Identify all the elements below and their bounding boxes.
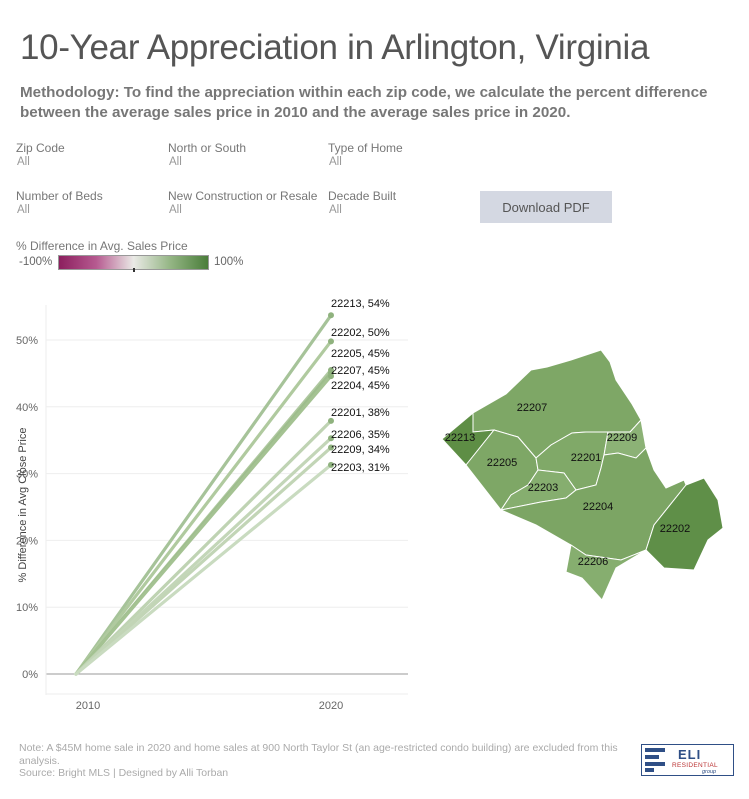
filter-type-of-home[interactable]: Type of Home All xyxy=(328,141,403,168)
zip-code-map: 22207 22213 22205 22201 22209 22203 22204 22202… xyxy=(441,350,724,601)
map-label-22213: 22213 xyxy=(445,432,476,444)
source-credit: Source: Bright MLS | Designed by Alli To… xyxy=(19,767,229,779)
slope-chart: 0% 10% 20% 30% 40% 50% 2010 2020 % Difference in… xyxy=(16,298,408,712)
page-title: 10-Year Appreciation in Arlington, Virgi… xyxy=(20,28,650,67)
filter-zip-code-label: Zip Code xyxy=(16,141,65,155)
footnote: Note: A $45M home sale in 2020 and home … xyxy=(19,742,618,767)
series-dot-22201 xyxy=(328,417,334,424)
y-tick-label: 50% xyxy=(16,335,38,347)
series-line-22202 xyxy=(74,339,333,676)
filter-type-of-home-value[interactable]: All xyxy=(329,156,342,168)
y-tick-label: 10% xyxy=(16,602,38,614)
series-label-22205: 22205, 45% xyxy=(331,348,390,360)
lines-layer xyxy=(74,312,334,676)
methodology-text: Methodology: To find the appreciation wi… xyxy=(20,84,708,121)
logo-mark-icon xyxy=(645,748,665,772)
filter-zip-code[interactable]: Zip Code All xyxy=(16,141,65,168)
filter-construction-label: New Construction or Resale xyxy=(168,189,318,203)
series-line-22213 xyxy=(74,313,333,676)
y-tick-label: 0% xyxy=(22,669,38,681)
filter-number-of-beds-label: Number of Beds xyxy=(16,189,103,203)
y-tick-label: 20% xyxy=(16,535,38,547)
series-label-22201: 22201, 38% xyxy=(331,407,390,419)
map-label-22205: 22205 xyxy=(487,457,518,469)
y-tick-label: 30% xyxy=(16,469,38,481)
eli-residential-logo: ELI RESIDENTIAL group xyxy=(641,744,734,776)
filter-type-of-home-label: Type of Home xyxy=(328,141,403,155)
map-label-22207: 22207 xyxy=(517,402,548,414)
filter-north-south[interactable]: North or South All xyxy=(168,141,246,168)
filter-decade-built[interactable]: Decade Built All xyxy=(328,189,396,216)
map-labels: 22207 22213 22205 22201 22209 22203 22204 22202… xyxy=(445,402,691,568)
series-dot-22209 xyxy=(328,444,334,451)
series-dot-22204 xyxy=(328,373,334,380)
series-label-22209: 22209, 34% xyxy=(331,444,390,456)
labels-layer: 22213, 54% 22202, 50% 22205, 45% 22207, 45%… xyxy=(331,298,390,474)
x-tick-label: 2010 xyxy=(76,700,100,712)
logo-name: ELI xyxy=(678,747,702,762)
logo-subtitle: RESIDENTIAL xyxy=(672,762,718,769)
filter-north-south-label: North or South xyxy=(168,141,247,155)
filter-number-of-beds-value[interactable]: All xyxy=(17,204,30,216)
map-label-22204: 22204 xyxy=(583,501,614,513)
map-label-22206: 22206 xyxy=(578,556,609,568)
series-line-22203 xyxy=(74,463,333,676)
series-label-22207: 22207, 45% xyxy=(331,365,390,377)
series-line-22204 xyxy=(74,374,333,676)
series-dot-22202 xyxy=(328,338,334,345)
download-pdf-button[interactable]: Download PDF xyxy=(480,191,612,223)
series-label-22204: 22204, 45% xyxy=(331,380,390,392)
series-dot-22206 xyxy=(328,435,334,442)
y-tick-label: 40% xyxy=(16,402,38,414)
filter-construction-value[interactable]: All xyxy=(169,204,182,216)
legend-max-label: 100% xyxy=(214,256,244,268)
logo-group: group xyxy=(702,769,717,775)
map-label-22201: 22201 xyxy=(571,452,602,464)
series-label-22203: 22203, 31% xyxy=(331,462,390,474)
map-label-22202: 22202 xyxy=(660,523,691,535)
filter-north-south-value[interactable]: All xyxy=(169,156,182,168)
map-region-22206[interactable] xyxy=(565,544,647,601)
x-tick-label: 2020 xyxy=(319,700,343,712)
series-label-22213: 22213, 54% xyxy=(331,298,390,310)
y-axis-title: % Difference in Avg Close Price xyxy=(17,428,29,583)
legend-title: % Difference in Avg. Sales Price xyxy=(16,239,188,253)
map-label-22209: 22209 xyxy=(607,432,638,444)
series-dot-22203 xyxy=(328,461,334,468)
series-label-22202: 22202, 50% xyxy=(331,327,390,339)
series-label-22206: 22206, 35% xyxy=(331,429,390,441)
map-region-22202[interactable] xyxy=(645,477,724,571)
filter-construction[interactable]: New Construction or Resale All xyxy=(168,189,317,216)
filter-decade-built-value[interactable]: All xyxy=(329,204,342,216)
legend-marker xyxy=(133,268,135,272)
filter-decade-built-label: Decade Built xyxy=(328,189,397,203)
grid-layer: 0% 10% 20% 30% 40% 50% 2010 2020 % Difference in… xyxy=(16,305,408,712)
series-line-22201 xyxy=(74,419,333,676)
filter-number-of-beds[interactable]: Number of Beds All xyxy=(16,189,103,216)
series-line-22209 xyxy=(74,445,333,676)
map-label-22203: 22203 xyxy=(528,482,559,494)
legend-min-label: -100% xyxy=(19,256,53,268)
series-dot-22213 xyxy=(328,312,334,319)
filter-zip-code-value[interactable]: All xyxy=(17,156,30,168)
